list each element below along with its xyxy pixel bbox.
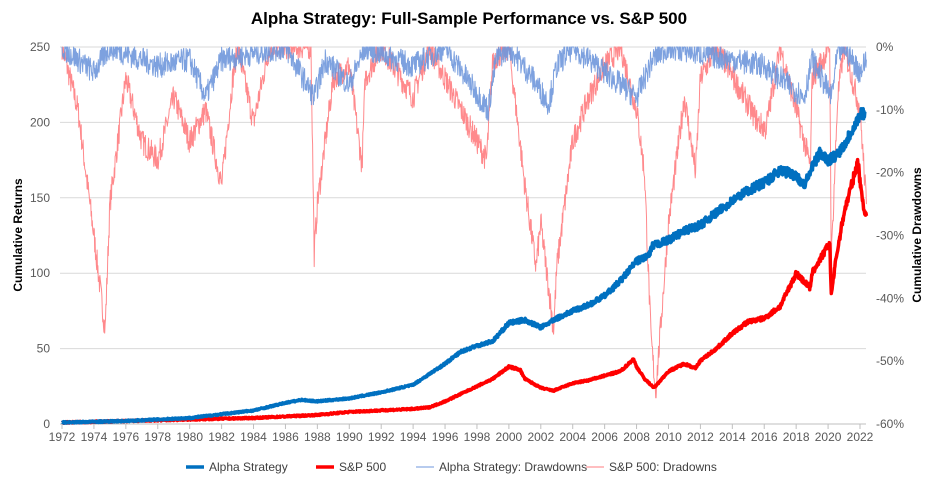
- y-axis-label: Cumulative Returns: [11, 178, 25, 292]
- x-tick-label: 2012: [687, 430, 714, 444]
- y-tick-label: 100: [30, 266, 50, 280]
- legend-label: Alpha Strategy: [209, 460, 288, 474]
- y-tick-label: 50: [37, 342, 51, 356]
- y-tick-label: 150: [30, 191, 50, 205]
- chart-title: Alpha Strategy: Full-Sample Performance …: [251, 9, 687, 28]
- y2-tick-label: -20%: [876, 166, 904, 180]
- y2-tick-label: -30%: [876, 229, 904, 243]
- x-tick-label: 1980: [176, 430, 203, 444]
- x-tick-label: 1978: [144, 430, 171, 444]
- x-tick-label: 2000: [496, 430, 523, 444]
- x-tick-label: 1992: [368, 430, 395, 444]
- x-tick-label: 1996: [432, 430, 459, 444]
- x-tick-label: 1984: [240, 430, 267, 444]
- x-tick-label: 1998: [464, 430, 491, 444]
- y2-axis-label: Cumulative Drawdowns: [910, 167, 924, 303]
- x-tick-label: 1974: [81, 430, 108, 444]
- x-tick-label: 2018: [783, 430, 810, 444]
- x-tick-label: 2022: [847, 430, 874, 444]
- legend-label: Alpha Strategy: Drawdowns: [439, 460, 587, 474]
- x-tick-label: 1994: [400, 430, 427, 444]
- legend: Alpha Strategy S&P 500 Alpha Strategy: Dra…: [186, 460, 717, 474]
- x-tick-label: 2008: [623, 430, 650, 444]
- x-tick-label: 2006: [591, 430, 618, 444]
- series-line-s-p-500: [60, 157, 869, 425]
- y2-tick-label: -40%: [876, 291, 904, 305]
- x-tick-label: 1972: [49, 430, 76, 444]
- x-tick-label: 1988: [304, 430, 331, 444]
- x-tick-label: 1990: [336, 430, 363, 444]
- legend-label: S&P 500: [339, 460, 386, 474]
- x-tick-label: 2004: [559, 430, 586, 444]
- y2-tick-label: 0%: [876, 40, 894, 54]
- y2-tick-label: -50%: [876, 354, 904, 368]
- y2-tick-label: -60%: [876, 417, 904, 431]
- y2-tick-label: -10%: [876, 103, 904, 117]
- x-tick-label: 2002: [527, 430, 554, 444]
- x-tick-label: 1982: [208, 430, 235, 444]
- x-tick-label: 1976: [112, 430, 139, 444]
- y-tick-label: 200: [30, 115, 50, 129]
- x-tick-label: 2016: [751, 430, 778, 444]
- x-tick-label: 2020: [815, 430, 842, 444]
- series-line-alpha-strategy-drawdowns: [61, 46, 867, 122]
- x-tick-label: 1986: [272, 430, 299, 444]
- series-line-s-p-500-dradowns: [61, 46, 867, 399]
- series-line-alpha-strategy: [60, 106, 867, 425]
- x-tick-label: 2014: [719, 430, 746, 444]
- x-tick-label: 2010: [655, 430, 682, 444]
- y-tick-label: 250: [30, 40, 50, 54]
- y-tick-label: 0: [43, 417, 50, 431]
- legend-label: S&P 500: Dradowns: [609, 460, 717, 474]
